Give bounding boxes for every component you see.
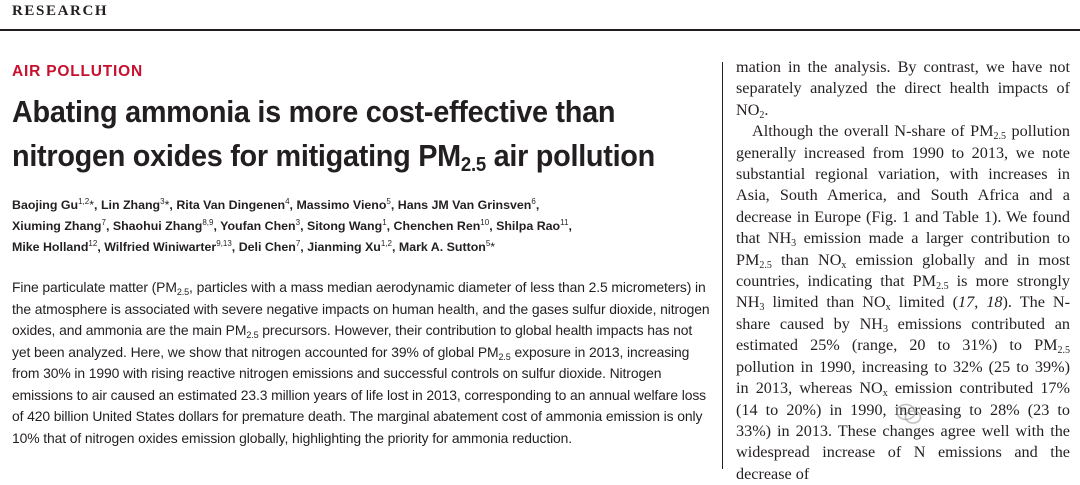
subscript: x <box>882 388 888 400</box>
subscript: x <box>841 259 847 271</box>
subscript: 2.5 <box>936 281 949 293</box>
author-affiliation: 6 <box>531 197 536 206</box>
author-name: Baojing Gu1,2* <box>12 197 95 213</box>
article-kicker: AIR POLLUTION <box>12 63 143 80</box>
header-rule <box>0 29 1080 31</box>
wechat-icon <box>896 403 922 424</box>
author-name-text: Jianming Xu <box>307 240 381 254</box>
watermark <box>896 398 1046 432</box>
author-name: Hans JM Van Grinsven6 <box>397 197 536 213</box>
author-name: Sitong Wang1 <box>306 218 387 234</box>
author-affiliation: 1,2 <box>380 239 392 248</box>
author-name-text: Lin Zhang <box>100 198 161 212</box>
author-name-text: Shilpa Rao <box>496 219 561 233</box>
author-affiliation: 4 <box>285 197 290 206</box>
author-affiliation: 3 <box>295 218 301 227</box>
author-affiliation: 8,9 <box>202 218 214 227</box>
article-header: AIR POLLUTION Abating ammonia is more co… <box>12 62 712 449</box>
author-name: Chenchen Ren10 <box>393 218 490 234</box>
author-name-text: Sitong Wang <box>306 219 383 233</box>
author-name: Shaohui Zhang8,9 <box>112 218 214 234</box>
author-name: Rita Van Dingenen4 <box>176 197 290 213</box>
author-name-text: Mark A. Sutton <box>398 240 486 254</box>
title-line-2: nitrogen oxides for mitigating PM2.5 air… <box>12 138 655 176</box>
reference-citation[interactable]: 17 <box>958 293 975 312</box>
author-affiliation: 5 <box>485 239 491 248</box>
title-line-1: Abating ammonia is more cost-effective t… <box>12 94 616 129</box>
author-affiliation: 9,13 <box>216 239 232 248</box>
author-name: Mike Holland12 <box>12 239 98 255</box>
author-name-text: Mike Holland <box>12 240 89 254</box>
subscript: 2.5 <box>498 351 511 362</box>
author-name: Mark A. Sutton5* <box>398 239 496 255</box>
author-name: Youfan Chen3 <box>220 218 301 234</box>
author-name-text: Rita Van Dingenen <box>176 198 286 212</box>
author-affiliation: 7 <box>295 239 301 248</box>
body-column: mation in the analysis. By contrast, we … <box>736 57 1070 485</box>
author-name: Deli Chen7 <box>238 239 301 255</box>
section-label: RESEARCH <box>12 3 109 19</box>
corresponding-author-mark: * <box>164 198 170 212</box>
author-affiliation: 5 <box>386 197 391 206</box>
author-affiliation: 10 <box>480 218 490 227</box>
subscript: 2.5 <box>759 259 772 271</box>
subscript: 3 <box>759 302 765 314</box>
author-name-text: Youfan Chen <box>220 219 296 233</box>
author-affiliation: 11 <box>560 218 569 227</box>
author-name-text: Deli Chen <box>238 240 296 254</box>
article-title: Abating ammonia is more cost-effective t… <box>12 90 719 178</box>
corresponding-author-mark: * <box>89 198 95 212</box>
subscript: 2.5 <box>176 287 190 297</box>
subscript: 2 <box>759 109 765 121</box>
reference-citation[interactable]: 18 <box>986 293 1003 312</box>
subscript: 2.5 <box>1057 345 1071 357</box>
author-name-text: Hans JM Van Grinsven <box>397 198 532 212</box>
author-name: Jianming Xu1,2 <box>307 239 392 255</box>
author-name-text: Xiuming Zhang <box>12 219 102 233</box>
author-name: Xiuming Zhang7 <box>12 218 106 234</box>
body-paragraph-2: Although the overall N-share of PM2.5 po… <box>736 122 1071 483</box>
author-affiliation: 1,2 <box>78 197 90 206</box>
subscript: 3 <box>882 323 888 335</box>
author-name-text: Shaohui Zhang <box>112 219 203 233</box>
author-name: Shilpa Rao11 <box>496 218 569 234</box>
subscript: x <box>885 302 891 314</box>
body-paragraph-1: mation in the analysis. By contrast, we … <box>736 58 1070 121</box>
author-affiliation: 12 <box>88 239 98 248</box>
author-name-text: Baojing Gu <box>12 198 79 212</box>
author-name: Massimo Vieno5 <box>296 197 391 213</box>
author-list: Baojing Gu1,2*, Lin Zhang3*, Rita Van Di… <box>12 197 572 255</box>
author-name-text: Wilfried Winiwarter <box>104 240 217 254</box>
subscript: 3 <box>791 238 797 250</box>
column-rule <box>722 62 723 469</box>
author-affiliation: 3 <box>160 197 165 206</box>
subscript: 2.5 <box>993 131 1007 143</box>
author-name-text: Massimo Vieno <box>296 198 387 212</box>
subscript: 2.5 <box>246 330 259 340</box>
abstract: Fine particulate matter (PM2.5, particle… <box>12 279 710 446</box>
author-name: Lin Zhang3* <box>100 197 170 213</box>
author-name-text: Chenchen Ren <box>393 219 481 233</box>
author-affiliation: 1 <box>382 218 387 227</box>
author-name: Wilfried Winiwarter9,13 <box>104 239 232 255</box>
corresponding-author-mark: * <box>490 240 496 254</box>
author-affiliation: 7 <box>101 218 106 227</box>
